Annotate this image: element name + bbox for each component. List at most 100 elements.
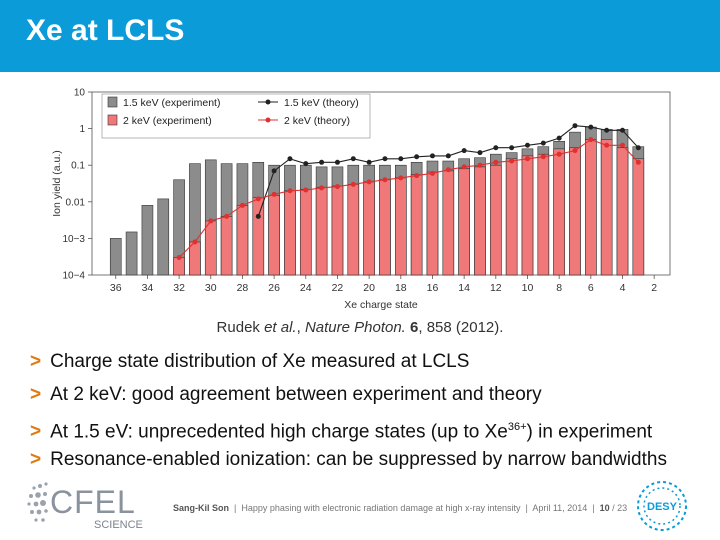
point-2kev-theory (509, 158, 515, 164)
x-tick-label: 28 (237, 282, 249, 294)
bar-2kev (458, 168, 470, 276)
bullet-tail: ) in experiment (526, 421, 653, 443)
x-tick-label: 8 (556, 282, 562, 294)
x-tick-label: 2 (651, 282, 657, 294)
bar-2kev (284, 190, 296, 276)
footer: Sang-Kil Son | Happy phasing with electr… (173, 503, 628, 513)
bar-2kev (173, 257, 185, 276)
x-tick-label: 36 (110, 282, 122, 294)
bullet-marker: > (30, 383, 42, 405)
point-2kev-theory (192, 239, 198, 245)
bullet-text: At 2 keV: good agreement between experim… (50, 383, 542, 405)
legend-swatch (107, 96, 118, 108)
bullet-item: > At 2 keV: good agreement between experi… (30, 379, 667, 412)
bar-2kev (220, 216, 233, 276)
legend-box (101, 93, 371, 139)
bar-2kev (236, 205, 249, 276)
point-2kev-theory (271, 191, 277, 197)
bullet-text: Charge state distribution of Xe measured… (50, 351, 470, 372)
x-tick-label: 18 (395, 282, 407, 294)
point-1p5kev-theory (477, 150, 483, 156)
x-tick-label: 32 (173, 282, 185, 294)
bar-2kev (204, 220, 217, 276)
bar-2kev (490, 164, 502, 276)
bar-2kev (569, 147, 581, 276)
x-tick-label: 12 (490, 282, 502, 294)
point-1p5kev-theory (556, 135, 562, 141)
y-tick-label: 10−4 (62, 271, 85, 282)
bullet-text: Resonance-enabled ionization: can be sup… (50, 448, 667, 470)
point-2kev-theory (382, 177, 388, 183)
bar-2kev (331, 185, 344, 276)
point-2kev-theory (239, 202, 245, 208)
citation-etal: et al. (264, 319, 297, 336)
cfel-logo: CFEL SCIENCE (27, 482, 143, 531)
point-1p5kev-theory (493, 145, 499, 151)
point-2kev-theory (303, 187, 309, 193)
point-1p5kev-theory (461, 148, 467, 154)
bar-2kev (553, 148, 565, 276)
bar-2kev (537, 153, 550, 276)
point-1p5kev-theory (303, 161, 309, 167)
slide-title: Xe at LCLS (26, 14, 185, 47)
legend-swatch (107, 114, 118, 126)
point-2kev-theory (572, 148, 578, 154)
bar-2kev (585, 139, 597, 276)
footer-date: April 11, 2014 (532, 503, 588, 513)
point-2kev-theory (540, 154, 546, 160)
point-1p5kev-theory (319, 159, 325, 165)
bar-2kev (442, 170, 455, 276)
y-axis-label: Ion yield (a.u.) (51, 150, 63, 217)
point-1p5kev-theory (334, 159, 340, 165)
point-1p5kev-theory (619, 127, 625, 133)
x-tick-label: 22 (332, 282, 344, 294)
point-2kev-theory (208, 218, 214, 224)
x-tick-label: 14 (458, 282, 470, 294)
bar-1p5kev (109, 238, 122, 276)
point-1p5kev-theory (429, 153, 435, 159)
citation-authors: Rudek (216, 319, 260, 336)
legend-label: 2 keV (theory) (284, 115, 350, 127)
bar-2kev (600, 139, 613, 276)
bar-2kev (632, 158, 645, 276)
point-2kev-theory (604, 142, 610, 148)
point-2kev-theory (366, 179, 372, 185)
point-2kev-theory (493, 159, 499, 165)
point-2kev-theory (414, 173, 420, 179)
point-2kev-theory (477, 162, 483, 168)
footer-author: Sang-Kil Son (173, 503, 229, 513)
point-1p5kev-theory (382, 156, 388, 162)
point-1p5kev-theory (398, 156, 404, 162)
bar-2kev (505, 158, 518, 276)
x-tick-label: 10 (522, 282, 534, 294)
bar-1p5kev (141, 205, 154, 276)
bar-2kev (299, 188, 312, 276)
point-2kev-theory (319, 185, 325, 191)
y-tick-label: 0.1 (71, 161, 85, 172)
bar-1p5kev (125, 231, 138, 276)
x-tick-label: 24 (300, 282, 312, 294)
bullet-marker: > (30, 448, 42, 470)
bullet-item: > Charge state distribution of Xe measure… (30, 346, 667, 379)
citation-pages: , 858 (2012). (418, 319, 504, 336)
point-1p5kev-theory (509, 145, 515, 151)
x-tick-label: 6 (588, 282, 594, 294)
x-tick-label: 4 (620, 282, 626, 294)
footer-page: 10 (599, 503, 610, 513)
bar-2kev (426, 171, 439, 276)
cfel-logo-text: CFEL (50, 484, 136, 520)
point-2kev-theory (524, 156, 530, 162)
citation-journal: Nature Photon. (304, 319, 406, 336)
x-tick-label: 34 (142, 282, 154, 294)
point-2kev-theory (588, 137, 594, 143)
legend-label: 2 keV (experiment) (123, 115, 212, 127)
point-2kev-theory (224, 213, 230, 219)
bar-2kev (616, 147, 629, 276)
x-axis-label: Xe charge state (344, 299, 418, 311)
desy-logo: DESY (637, 481, 687, 531)
point-2kev-theory (556, 151, 562, 157)
point-2kev-theory (287, 188, 293, 194)
desy-logo-text: DESY (647, 501, 678, 513)
legend-label: 1.5 keV (theory) (284, 97, 359, 109)
bullet-marker: > (30, 351, 42, 372)
